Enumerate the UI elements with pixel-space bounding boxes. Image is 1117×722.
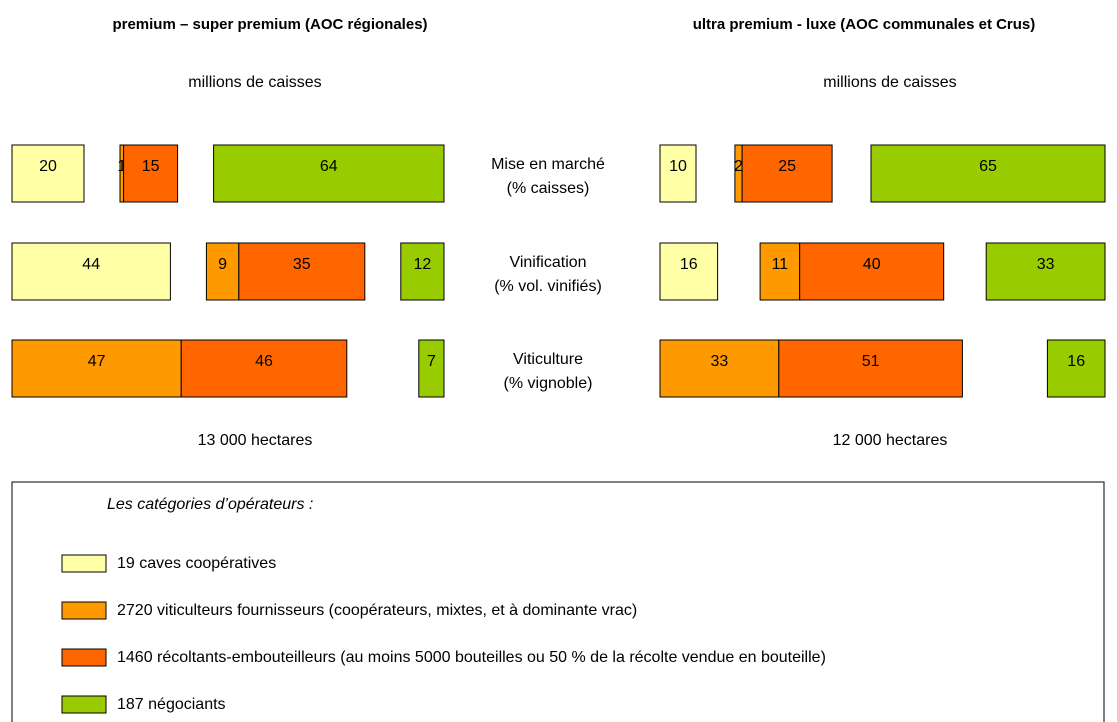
bar-segment — [778, 339, 963, 398]
bar-segment — [659, 144, 697, 203]
bar-segment — [213, 144, 445, 203]
value-label: 25 — [778, 158, 796, 175]
legend-label: 1460 récoltants-embouteilleurs (au moins… — [117, 649, 826, 666]
value-label: 15 — [142, 158, 160, 175]
legend-swatch — [61, 601, 107, 620]
legend-swatch — [61, 648, 107, 667]
legend-label: 2720 viticulteurs fournisseurs (coopérat… — [117, 602, 637, 619]
value-label: 2 — [734, 158, 743, 175]
value-label: 64 — [320, 158, 338, 175]
bar-segment — [759, 242, 801, 301]
value-label: 9 — [218, 256, 227, 273]
bar-segment — [11, 144, 85, 203]
area-label: 13 000 hectares — [198, 432, 313, 449]
bar-segment — [11, 339, 182, 398]
bar-segment — [11, 242, 171, 301]
row-label: Vinification — [509, 254, 586, 271]
value-label: 7 — [427, 353, 436, 370]
bar-segment — [659, 339, 780, 398]
bar-segment — [1046, 339, 1106, 398]
value-label: 33 — [1037, 256, 1055, 273]
bar-segment — [180, 339, 348, 398]
bar-segment — [205, 242, 240, 301]
unit-label: millions de caisses — [823, 74, 956, 91]
legend-label: 19 caves coopératives — [117, 555, 276, 572]
value-label: 65 — [979, 158, 997, 175]
value-label: 35 — [293, 256, 311, 273]
legend-label: 187 négociants — [117, 696, 226, 713]
row-label: (% caisses) — [507, 180, 590, 197]
legend-swatch — [61, 554, 107, 573]
bar-segment — [659, 242, 719, 301]
value-label: 16 — [680, 256, 698, 273]
value-label: 16 — [1067, 353, 1085, 370]
legend-box — [11, 481, 1105, 722]
chart-title: premium – super premium (AOC régionales) — [112, 16, 427, 33]
row-label: Mise en marché — [491, 156, 605, 173]
unit-label: millions de caisses — [188, 74, 321, 91]
value-label: 12 — [414, 256, 432, 273]
value-label: 1 — [117, 158, 126, 175]
legend-title: Les catégories d’opérateurs : — [107, 496, 313, 513]
value-label: 46 — [255, 353, 273, 370]
value-label: 10 — [669, 158, 687, 175]
value-label: 40 — [863, 256, 881, 273]
legend-swatch — [61, 695, 107, 714]
bar-segment — [400, 242, 445, 301]
area-label: 12 000 hectares — [833, 432, 948, 449]
bar-segment — [985, 242, 1106, 301]
bar-segment — [123, 144, 179, 203]
bar-segment — [741, 144, 833, 203]
row-label: (% vol. vinifiés) — [494, 278, 602, 295]
value-label: 51 — [862, 353, 880, 370]
row-label: (% vignoble) — [504, 375, 593, 392]
value-label: 20 — [39, 158, 57, 175]
value-label: 11 — [772, 256, 789, 273]
bar-segment — [238, 242, 366, 301]
value-label: 44 — [82, 256, 100, 273]
value-label: 47 — [88, 353, 106, 370]
row-label: Viticulture — [513, 351, 583, 368]
bar-segment — [418, 339, 445, 398]
bar-segment — [870, 144, 1106, 203]
value-label: 33 — [711, 353, 729, 370]
bar-segment — [799, 242, 945, 301]
chart-title: ultra premium - luxe (AOC communales et … — [693, 16, 1036, 33]
